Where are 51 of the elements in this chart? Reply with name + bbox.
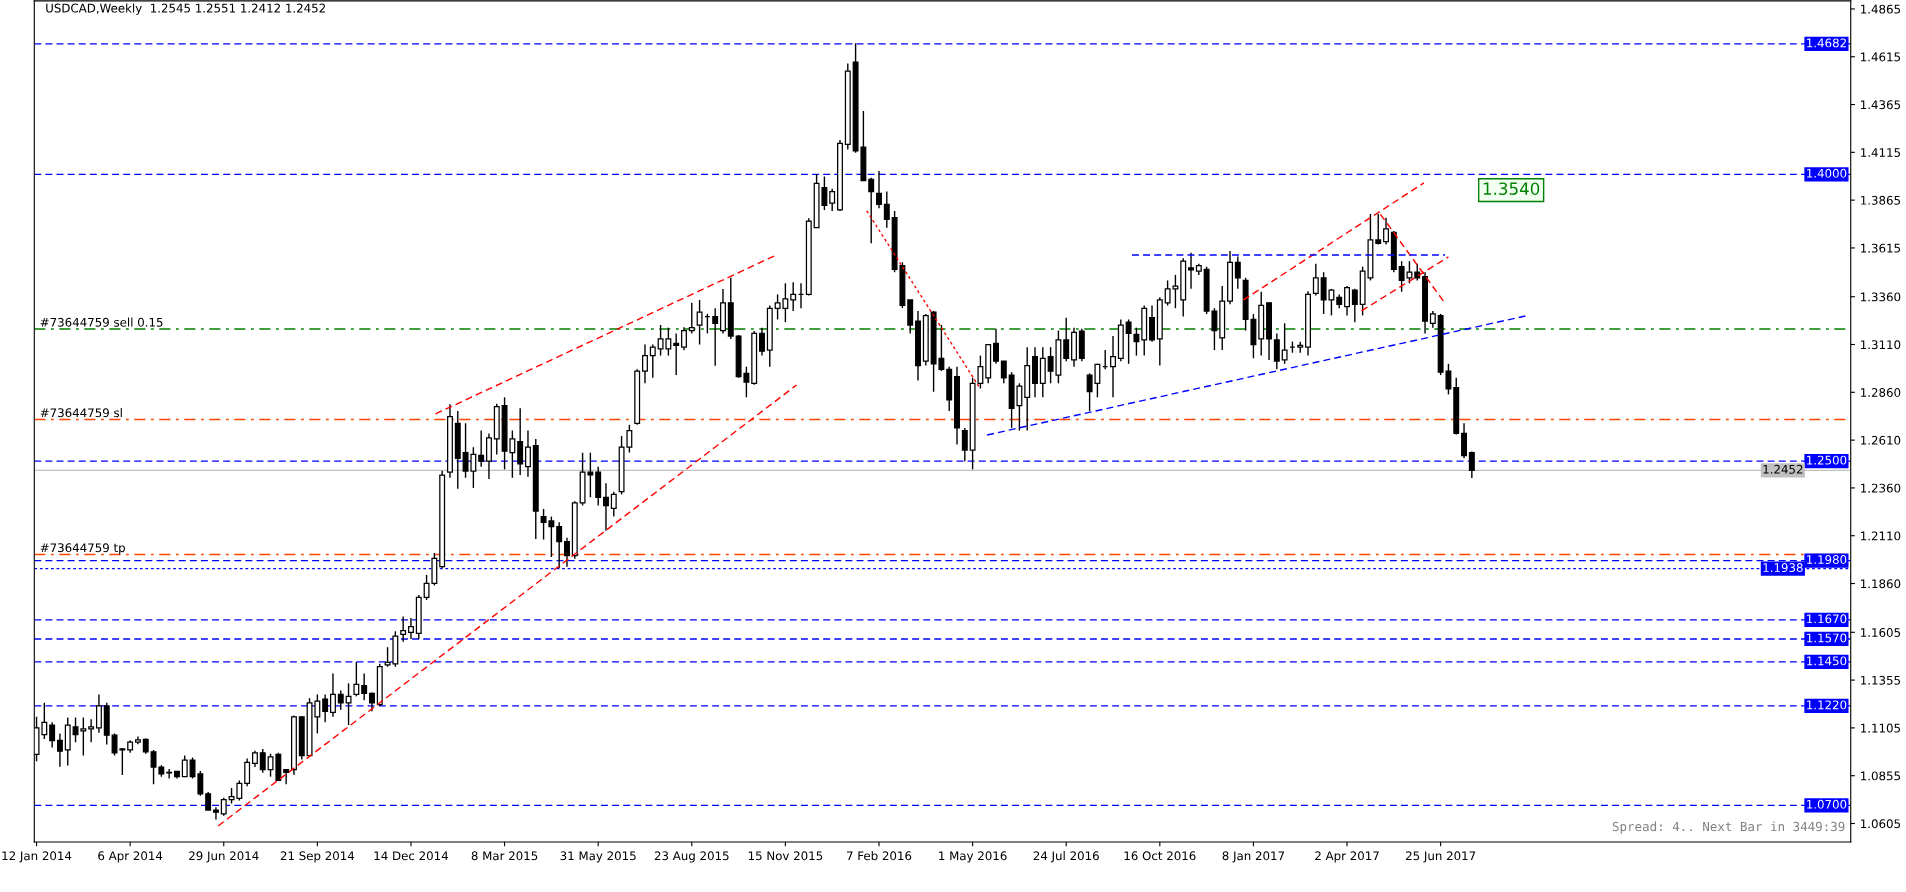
y-tick-label: 1.1605 [1861,628,1901,637]
x-tick-label: 15 Nov 2015 [748,851,823,861]
x-tick-label: 12 Jan 2014 [2,851,72,863]
ref-line-label: 1.1980 [1807,555,1847,564]
x-tick-label: 6 Apr 2014 [98,851,163,863]
ref-line-label: 1.1670 [1807,614,1847,624]
ref-line-label: 1.1220 [1807,700,1847,710]
x-tick-label: 2 Apr 2017 [1315,851,1379,863]
x-tick-label: 24 Jul 2016 [1033,851,1099,863]
y-tick-label: 1.4115 [1861,148,1901,157]
annotation: 1.3540 [1483,182,1540,195]
y-tick-label: 1.1860 [1861,579,1901,589]
y-tick-label: 1.2110 [1861,531,1901,541]
ref-line-label: #73644759 sell 0.15 [40,317,163,327]
y-tick-label: 1.0605 [1861,819,1901,829]
y-tick-label: 1.1355 [1861,675,1901,685]
ref-line-label: 1.0700 [1807,799,1847,809]
y-tick-label: 1.1105 [1861,723,1901,733]
ref-line-label: 1.1938 [1763,563,1803,573]
y-tick-label: 1.4865 [1861,4,1901,14]
ref-line-label: #73644759 sl [40,408,122,418]
y-tick-label: 1.2610 [1861,435,1901,445]
x-tick-label: 7 Feb 2016 [846,851,912,861]
ref-line-label: 1.2500 [1807,455,1847,465]
x-tick-label: 14 Dec 2014 [374,851,449,861]
y-tick-label: 1.3360 [1861,292,1901,302]
y-tick-label: 1.2360 [1861,483,1901,493]
y-tick-label: 1.3865 [1861,195,1901,205]
x-tick-label: 21 Sep 2014 [280,851,355,863]
x-tick-label: 23 Aug 2015 [654,851,729,863]
x-tick-label: 8 Mar 2015 [471,851,538,861]
ref-line-label: 1.4000 [1807,168,1847,178]
y-tick-label: 1.3615 [1861,243,1901,253]
ref-line-label: 1.2452 [1763,464,1803,474]
ref-line-label: 1.1450 [1807,656,1847,666]
x-tick-label: 25 Jun 2017 [1406,851,1476,863]
x-tick-label: 1 May 2016 [939,851,1007,863]
y-tick-label: 1.3110 [1861,340,1901,350]
x-tick-label: 16 Oct 2016 [1124,851,1196,861]
annotation: Spread: 4.. Next Bar in 3449:39 [1612,821,1845,834]
x-tick-label: 29 Jun 2014 [189,851,259,863]
y-tick-label: 1.4615 [1861,52,1901,62]
y-tick-label: 1.2860 [1861,388,1901,397]
y-tick-label: 1.0855 [1861,771,1901,781]
ref-line-label: #73644759 tp [40,543,125,555]
ref-line-label: 1.4682 [1807,38,1846,48]
x-tick-label: 31 May 2015 [560,851,636,863]
ref-line-label: 1.1570 [1807,633,1847,643]
y-tick-label: 1.4365 [1861,100,1901,110]
x-tick-label: 8 Jan 2017 [1222,851,1285,863]
chart-title: USDCAD,Weekly 1.2545 1.2551 1.2412 1.2452 [46,3,326,15]
